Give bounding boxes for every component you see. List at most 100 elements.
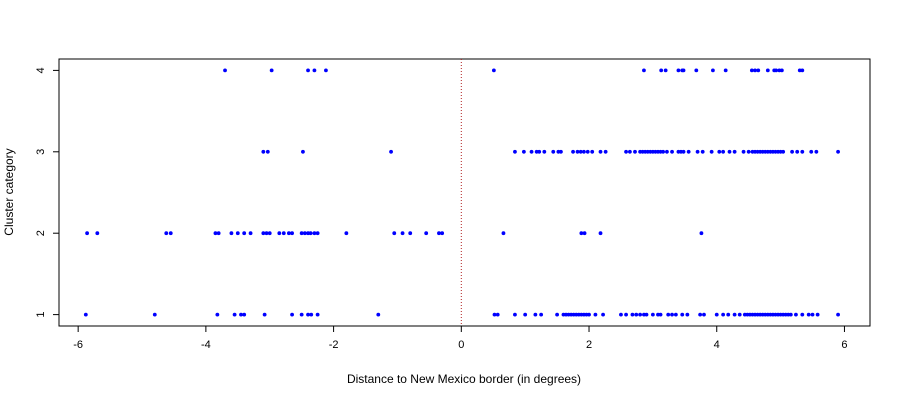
data-point	[585, 149, 590, 154]
data-point	[601, 312, 605, 317]
data-point	[232, 312, 237, 317]
x-axis: -6 -4 -2 0 2 4 6	[73, 325, 848, 351]
data-point	[400, 231, 405, 236]
data-point	[790, 149, 794, 154]
y-axis: 1 2 3 4	[35, 67, 60, 318]
data-point	[753, 68, 757, 73]
data-point	[794, 312, 798, 317]
data-point	[261, 149, 266, 154]
data-point	[95, 231, 100, 236]
data-point	[700, 149, 705, 154]
data-point	[593, 312, 598, 317]
y-tick-label: 2	[35, 230, 47, 236]
data-point	[306, 68, 310, 73]
data-point	[619, 312, 623, 317]
data-point	[309, 312, 314, 317]
data-point	[781, 149, 786, 154]
data-point	[491, 68, 496, 73]
data-point	[779, 68, 784, 73]
data-point	[749, 68, 754, 73]
data-point	[242, 312, 247, 317]
data-point	[670, 149, 674, 154]
data-point	[624, 149, 628, 154]
data-point	[717, 149, 722, 154]
data-point	[242, 231, 247, 236]
data-point	[281, 231, 286, 236]
data-point	[695, 149, 700, 154]
data-point	[806, 312, 811, 317]
data-point	[809, 149, 814, 154]
y-tick-label: 3	[35, 149, 47, 155]
data-point	[408, 231, 413, 236]
x-axis-title: Distance to New Mexico border (in degree…	[347, 372, 581, 386]
data-point	[727, 149, 732, 154]
data-point	[659, 68, 664, 73]
data-point	[702, 312, 706, 317]
data-point	[239, 312, 243, 317]
data-point	[523, 312, 528, 317]
data-point	[215, 312, 220, 317]
data-point	[495, 312, 500, 317]
data-point	[694, 68, 699, 73]
data-point	[788, 312, 793, 317]
data-point	[582, 149, 586, 154]
data-point	[539, 312, 544, 317]
data-point	[721, 312, 726, 317]
data-point	[85, 231, 89, 236]
data-point	[223, 68, 227, 73]
data-point	[424, 231, 429, 236]
data-point	[741, 149, 746, 154]
data-point	[815, 312, 820, 317]
x-tick-label: -2	[329, 339, 339, 351]
data-point	[542, 149, 547, 154]
data-point	[795, 149, 800, 154]
data-point	[513, 312, 517, 317]
data-point	[262, 312, 267, 317]
data-point	[392, 231, 397, 236]
data-point	[229, 231, 234, 236]
data-point	[299, 231, 304, 236]
data-point	[315, 231, 320, 236]
x-tick-label: 4	[714, 339, 720, 351]
data-point	[308, 231, 313, 236]
data-point	[686, 149, 691, 154]
data-point	[598, 231, 603, 236]
x-tick-label: 2	[586, 339, 592, 351]
data-point	[814, 149, 819, 154]
data-point	[582, 231, 587, 236]
data-point	[666, 312, 671, 317]
data-point	[663, 68, 668, 73]
data-point	[681, 68, 686, 73]
data-point	[800, 149, 805, 154]
data-point	[152, 312, 157, 317]
data-point	[306, 312, 310, 317]
data-point	[533, 312, 538, 317]
data-point	[551, 149, 556, 154]
data-point	[261, 231, 266, 236]
data-point	[676, 68, 681, 73]
data-point	[732, 312, 737, 317]
data-point	[800, 312, 805, 317]
data-point	[529, 149, 534, 154]
data-point	[714, 312, 719, 317]
data-point	[810, 312, 815, 317]
data-point	[634, 312, 639, 317]
data-point	[301, 149, 305, 154]
y-axis-title: Cluster category	[2, 148, 16, 235]
data-point	[299, 312, 304, 317]
data-point	[698, 312, 703, 317]
data-point	[312, 68, 317, 73]
data-point	[732, 149, 737, 154]
data-point	[344, 231, 349, 236]
data-point	[83, 312, 88, 317]
data-point	[579, 231, 584, 236]
data-point	[265, 149, 270, 154]
data-point	[290, 231, 294, 236]
data-point	[774, 68, 779, 73]
x-tick-label: -6	[73, 339, 83, 351]
data-point	[836, 312, 840, 317]
data-point	[555, 312, 559, 317]
data-point	[216, 231, 221, 236]
data-point	[765, 68, 770, 73]
data-point	[746, 149, 751, 154]
